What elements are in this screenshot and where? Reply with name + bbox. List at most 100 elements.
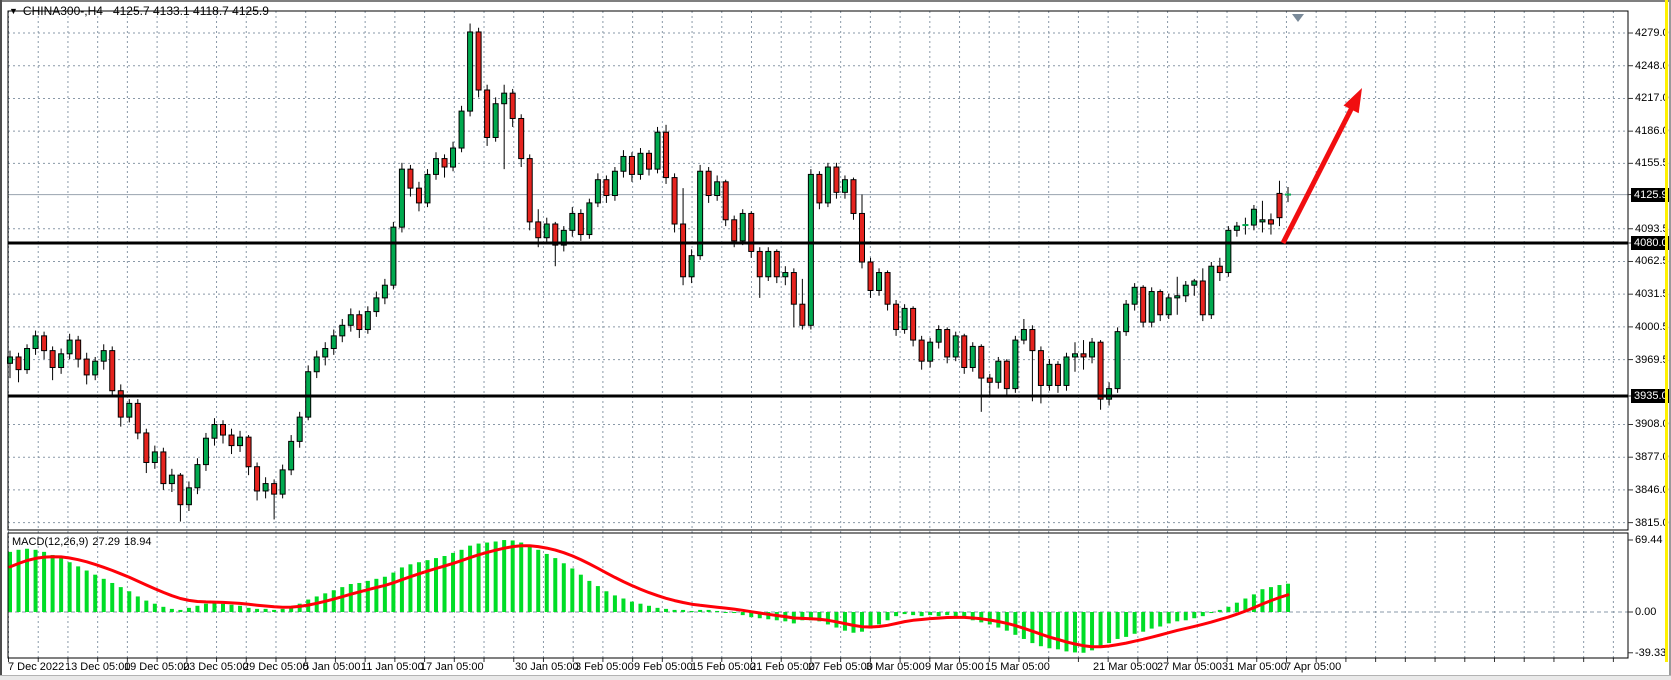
- candle-up: [560, 229, 567, 246]
- macd-bar: [93, 574, 98, 612]
- candle-up: [1131, 286, 1138, 305]
- candle-up: [279, 469, 286, 495]
- candle-down: [415, 187, 422, 204]
- macd-bar: [399, 567, 404, 612]
- candle-up: [697, 170, 704, 257]
- macd-bar: [408, 564, 413, 612]
- macd-bar: [578, 574, 583, 612]
- macd-bar: [365, 580, 370, 612]
- time-axis-label: 7 Dec 2022: [8, 661, 65, 673]
- time-axis-label: 23 Dec 05:00: [183, 661, 249, 673]
- macd-axis-label: 69.44: [1635, 534, 1663, 546]
- price-axis-label: 3815.0: [1635, 517, 1669, 529]
- candle-down: [1097, 341, 1104, 400]
- macd-bar: [860, 612, 864, 632]
- window-top-edge: [0, 0, 1671, 2]
- macd-bar: [1047, 612, 1052, 649]
- candle-up: [688, 255, 695, 278]
- candle-up: [1012, 339, 1019, 390]
- candle-down: [177, 474, 184, 506]
- macd-bar: [263, 608, 268, 612]
- macd-bar: [1200, 612, 1205, 617]
- up-arrow-annotation[interactable]: [1280, 88, 1362, 245]
- window-right-edge: [1669, 0, 1671, 680]
- candle-up: [398, 168, 405, 228]
- candle-up: [100, 350, 107, 362]
- ohlc-readout: 4125.7 4133.1 4118.7 4125.9: [112, 4, 269, 18]
- candle-down: [918, 339, 925, 362]
- macd-bar: [485, 542, 490, 612]
- price-axis-label-highlighted: 4125.9: [1631, 188, 1671, 202]
- macd-bar: [808, 612, 813, 621]
- price-axis-label: 3908.0: [1635, 418, 1669, 430]
- candle-up: [594, 179, 601, 204]
- candle-down: [816, 173, 823, 204]
- candle-down: [1216, 265, 1223, 274]
- macd-bar: [612, 595, 617, 612]
- macd-bar: [382, 576, 387, 612]
- price-axis-label: 4279.0: [1635, 27, 1669, 39]
- macd-axis-label: 0.00: [1635, 606, 1657, 618]
- symbol-dropdown-icon[interactable]: ▼: [9, 6, 18, 16]
- candle-up: [876, 272, 883, 291]
- candle-up: [237, 436, 244, 447]
- candle-down: [535, 221, 542, 239]
- candle-up: [927, 341, 934, 362]
- candle-down: [228, 434, 235, 447]
- candle-up: [611, 170, 618, 197]
- candle-up: [569, 212, 576, 231]
- macd-bar: [732, 612, 737, 614]
- macd-bar: [953, 612, 958, 618]
- candle-up: [586, 202, 593, 236]
- macd-bar: [255, 608, 260, 612]
- time-axis-label: 3 Feb 05:00: [575, 661, 634, 673]
- candle-down: [245, 436, 252, 468]
- macd-bar: [1175, 612, 1180, 622]
- candle-down: [220, 423, 226, 436]
- candle-down: [986, 377, 993, 383]
- price-axis-label: 3846.0: [1635, 484, 1669, 496]
- candle-up: [347, 314, 354, 326]
- macd-bar: [894, 612, 899, 617]
- candle-down: [15, 356, 22, 371]
- candle-down: [160, 451, 167, 485]
- macd-bar: [1141, 612, 1146, 632]
- candle-up: [322, 348, 329, 358]
- candle-down: [646, 152, 652, 170]
- candle-up: [202, 437, 209, 466]
- macd-bar: [76, 566, 81, 612]
- macd-bar: [1107, 612, 1112, 644]
- candle-up: [288, 440, 295, 471]
- candle-down: [254, 466, 261, 492]
- candle-down: [978, 345, 985, 379]
- macd-name-label: MACD(12,26,9): [12, 536, 89, 548]
- candle-up: [824, 166, 831, 204]
- price-axis-label-highlighted: 3935.0: [1631, 389, 1671, 403]
- candle-down: [944, 329, 951, 358]
- candle-up: [1114, 331, 1121, 390]
- candle-up: [296, 416, 303, 442]
- candle-up: [92, 360, 99, 376]
- macd-bar: [1286, 583, 1290, 612]
- macd-bar: [621, 598, 626, 612]
- time-axis-label: 30 Jan 05:00: [515, 661, 579, 673]
- candle-down: [1029, 329, 1036, 352]
- macd-bar: [357, 582, 362, 612]
- macd-bar: [919, 612, 924, 617]
- macd-bar: [979, 612, 984, 623]
- candle-up: [194, 464, 201, 489]
- candlestick-series[interactable]: [7, 23, 1292, 522]
- candle-down: [1003, 360, 1010, 390]
- macd-bar: [715, 610, 720, 612]
- main-panel-border: [7, 10, 1629, 531]
- chart-shift-marker-icon[interactable]: [1292, 14, 1304, 22]
- price-axis-label: 4093.5: [1635, 223, 1669, 235]
- macd-bar: [527, 545, 532, 612]
- candle-down: [1267, 219, 1274, 225]
- candle-up: [739, 212, 746, 242]
- candle-up: [620, 155, 627, 172]
- macd-bar: [280, 608, 285, 612]
- candle-down: [1157, 291, 1164, 316]
